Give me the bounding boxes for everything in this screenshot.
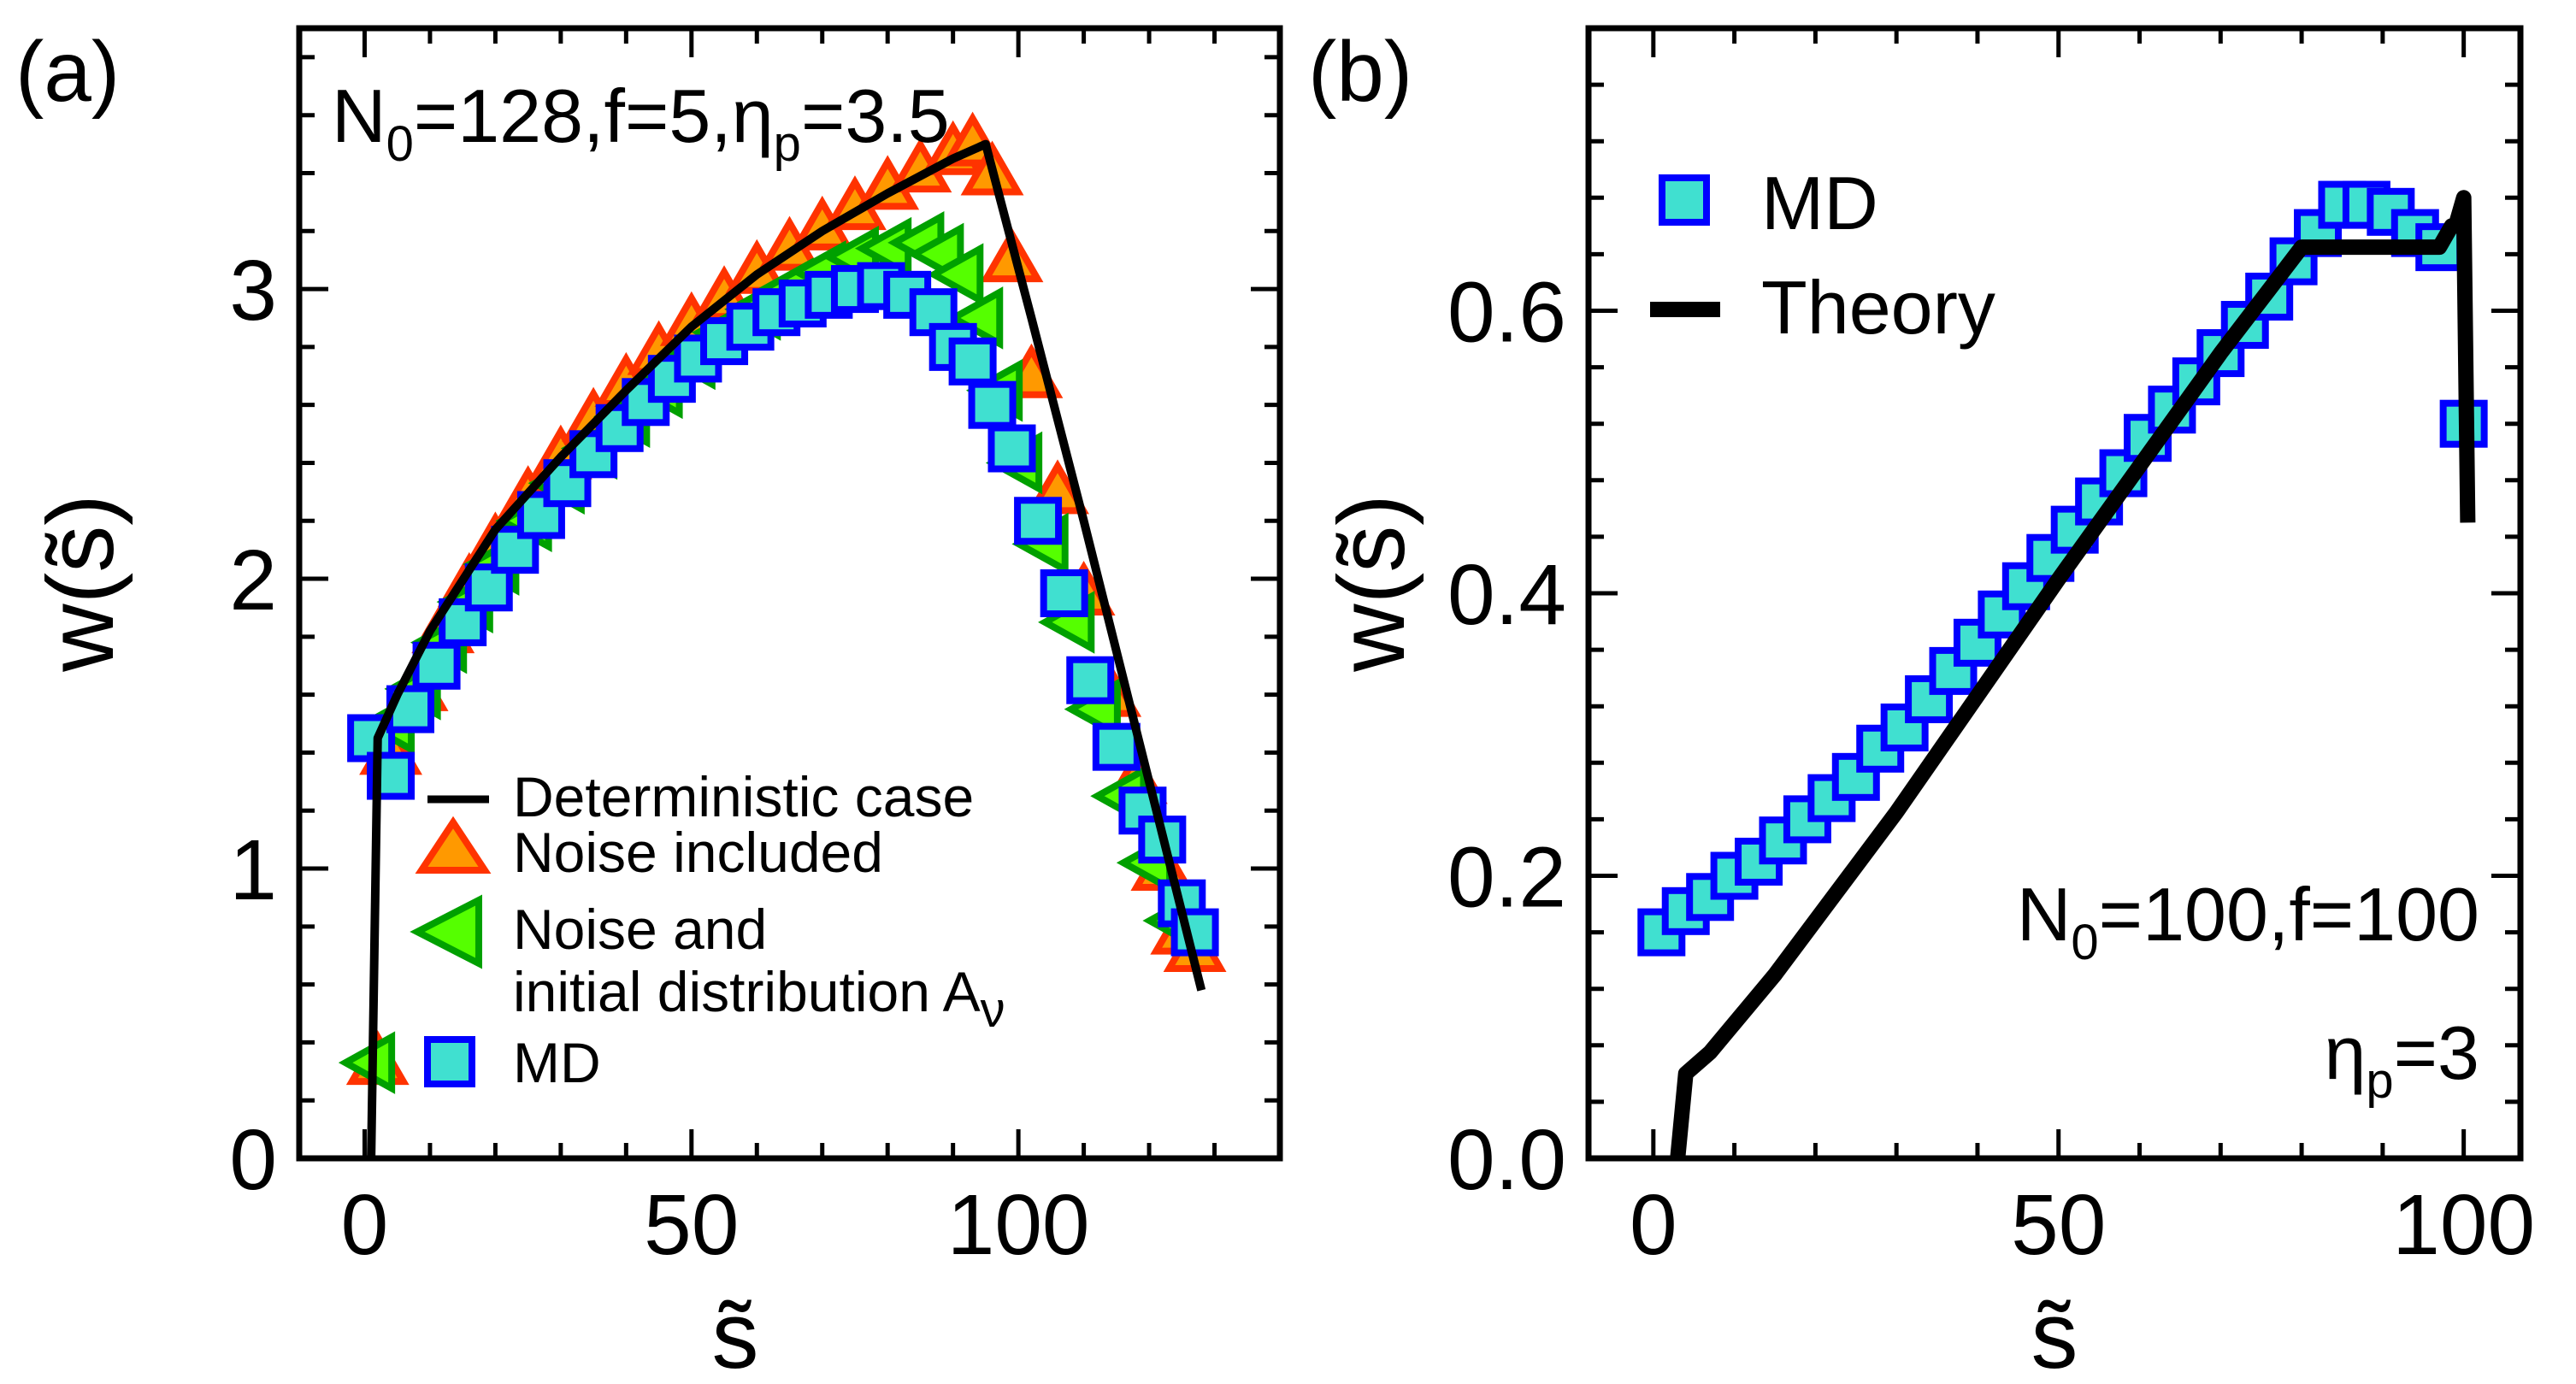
- md-square-point: [1170, 908, 1219, 957]
- panel-b-legend: MD Theory: [1650, 161, 1995, 350]
- y-tick-label: 0.4: [1447, 547, 1566, 643]
- md-square-point: [464, 563, 513, 612]
- panel-b: (b) 0 50 100 0.0 0.2 0.4 0.6 s̃ w(s̃) MD Theor…: [1308, 24, 2535, 1384]
- md-square-point: [1040, 569, 1088, 617]
- md-square-point: [987, 424, 1036, 473]
- md-square-point: [968, 380, 1017, 429]
- legend-noise-init-label-2: initial distribution Aν: [513, 960, 1005, 1038]
- md-square-point: [1092, 722, 1141, 771]
- x-tick-label: 100: [2392, 1177, 2535, 1273]
- legend-noise-init-label-1: Noise and: [513, 898, 767, 961]
- series-line: [1670, 190, 2476, 1159]
- y-tick-label: 2: [229, 533, 277, 628]
- panel-b-y-axis-label: w(s̃): [1319, 494, 1424, 673]
- panel-b-plot-frame: [1585, 25, 2524, 1162]
- panel-b-series: [1637, 180, 2488, 1159]
- panel-b-label: (b): [1308, 24, 1412, 120]
- x-tick-label: 50: [2011, 1177, 2106, 1273]
- panel-a-plot-frame: [296, 25, 1283, 1162]
- y-tick-label: 0.0: [1447, 1112, 1566, 1208]
- panel-a-y-axis-label: w(s̃): [28, 494, 133, 673]
- legend-b-md-label: MD: [1761, 161, 1878, 245]
- y-tick-label: 0: [229, 1112, 277, 1208]
- x-tick-label: 50: [644, 1177, 739, 1273]
- md-square-point: [1014, 497, 1063, 545]
- y-tick-label: 0.6: [1447, 265, 1566, 361]
- panel-a: (a) 0 50 100 0 1 2 3 s̃ w(s̃) N0=128,f=5,ηp=3.…: [15, 24, 1283, 1384]
- noise-init-triangle-point: [927, 243, 984, 306]
- series-line: [367, 139, 1206, 1159]
- legend-md-marker: [424, 1036, 475, 1087]
- panel-a-tick-labels: 0 50 100 0 1 2 3: [229, 243, 1089, 1273]
- md-square-point: [948, 337, 997, 386]
- y-tick-label: 3: [229, 243, 277, 339]
- panel-a-series: [338, 111, 1227, 1159]
- panel-b-tick-labels: 0 50 100 0.0 0.2 0.4 0.6: [1447, 265, 2535, 1274]
- md-square-point: [1066, 656, 1115, 704]
- x-tick-label: 100: [947, 1177, 1090, 1273]
- legend-noise-marker: [415, 816, 492, 874]
- series-square: [347, 262, 1219, 957]
- panel-a-legend: Deterministic case Noise included Noise …: [410, 765, 1005, 1094]
- panel-b-x-axis-label: s̃: [2031, 1283, 2078, 1384]
- legend-b-theory-label: Theory: [1761, 265, 1995, 350]
- x-tick-label: 0: [1630, 1177, 1677, 1273]
- panel-b-parameters-line2: ηp=3: [2324, 1010, 2479, 1109]
- legend-b-md-marker: [1659, 174, 1710, 226]
- md-square-point: [516, 491, 565, 539]
- panel-a-x-axis-label: s̃: [712, 1283, 759, 1384]
- legend-md-label: MD: [513, 1031, 601, 1094]
- panel-a-parameters: N0=128,f=5,ηp=3.5: [332, 74, 950, 172]
- x-tick-label: 0: [341, 1177, 389, 1273]
- legend-noise-init-marker: [410, 894, 482, 969]
- y-tick-label: 0.2: [1447, 830, 1566, 926]
- y-tick-label: 1: [229, 822, 277, 918]
- panel-a-label: (a): [15, 24, 120, 120]
- panel-b-parameters-line1: N0=100,f=100: [2017, 872, 2479, 970]
- legend-deterministic-label: Deterministic case: [513, 765, 974, 828]
- legend-noise-label: Noise included: [513, 821, 883, 884]
